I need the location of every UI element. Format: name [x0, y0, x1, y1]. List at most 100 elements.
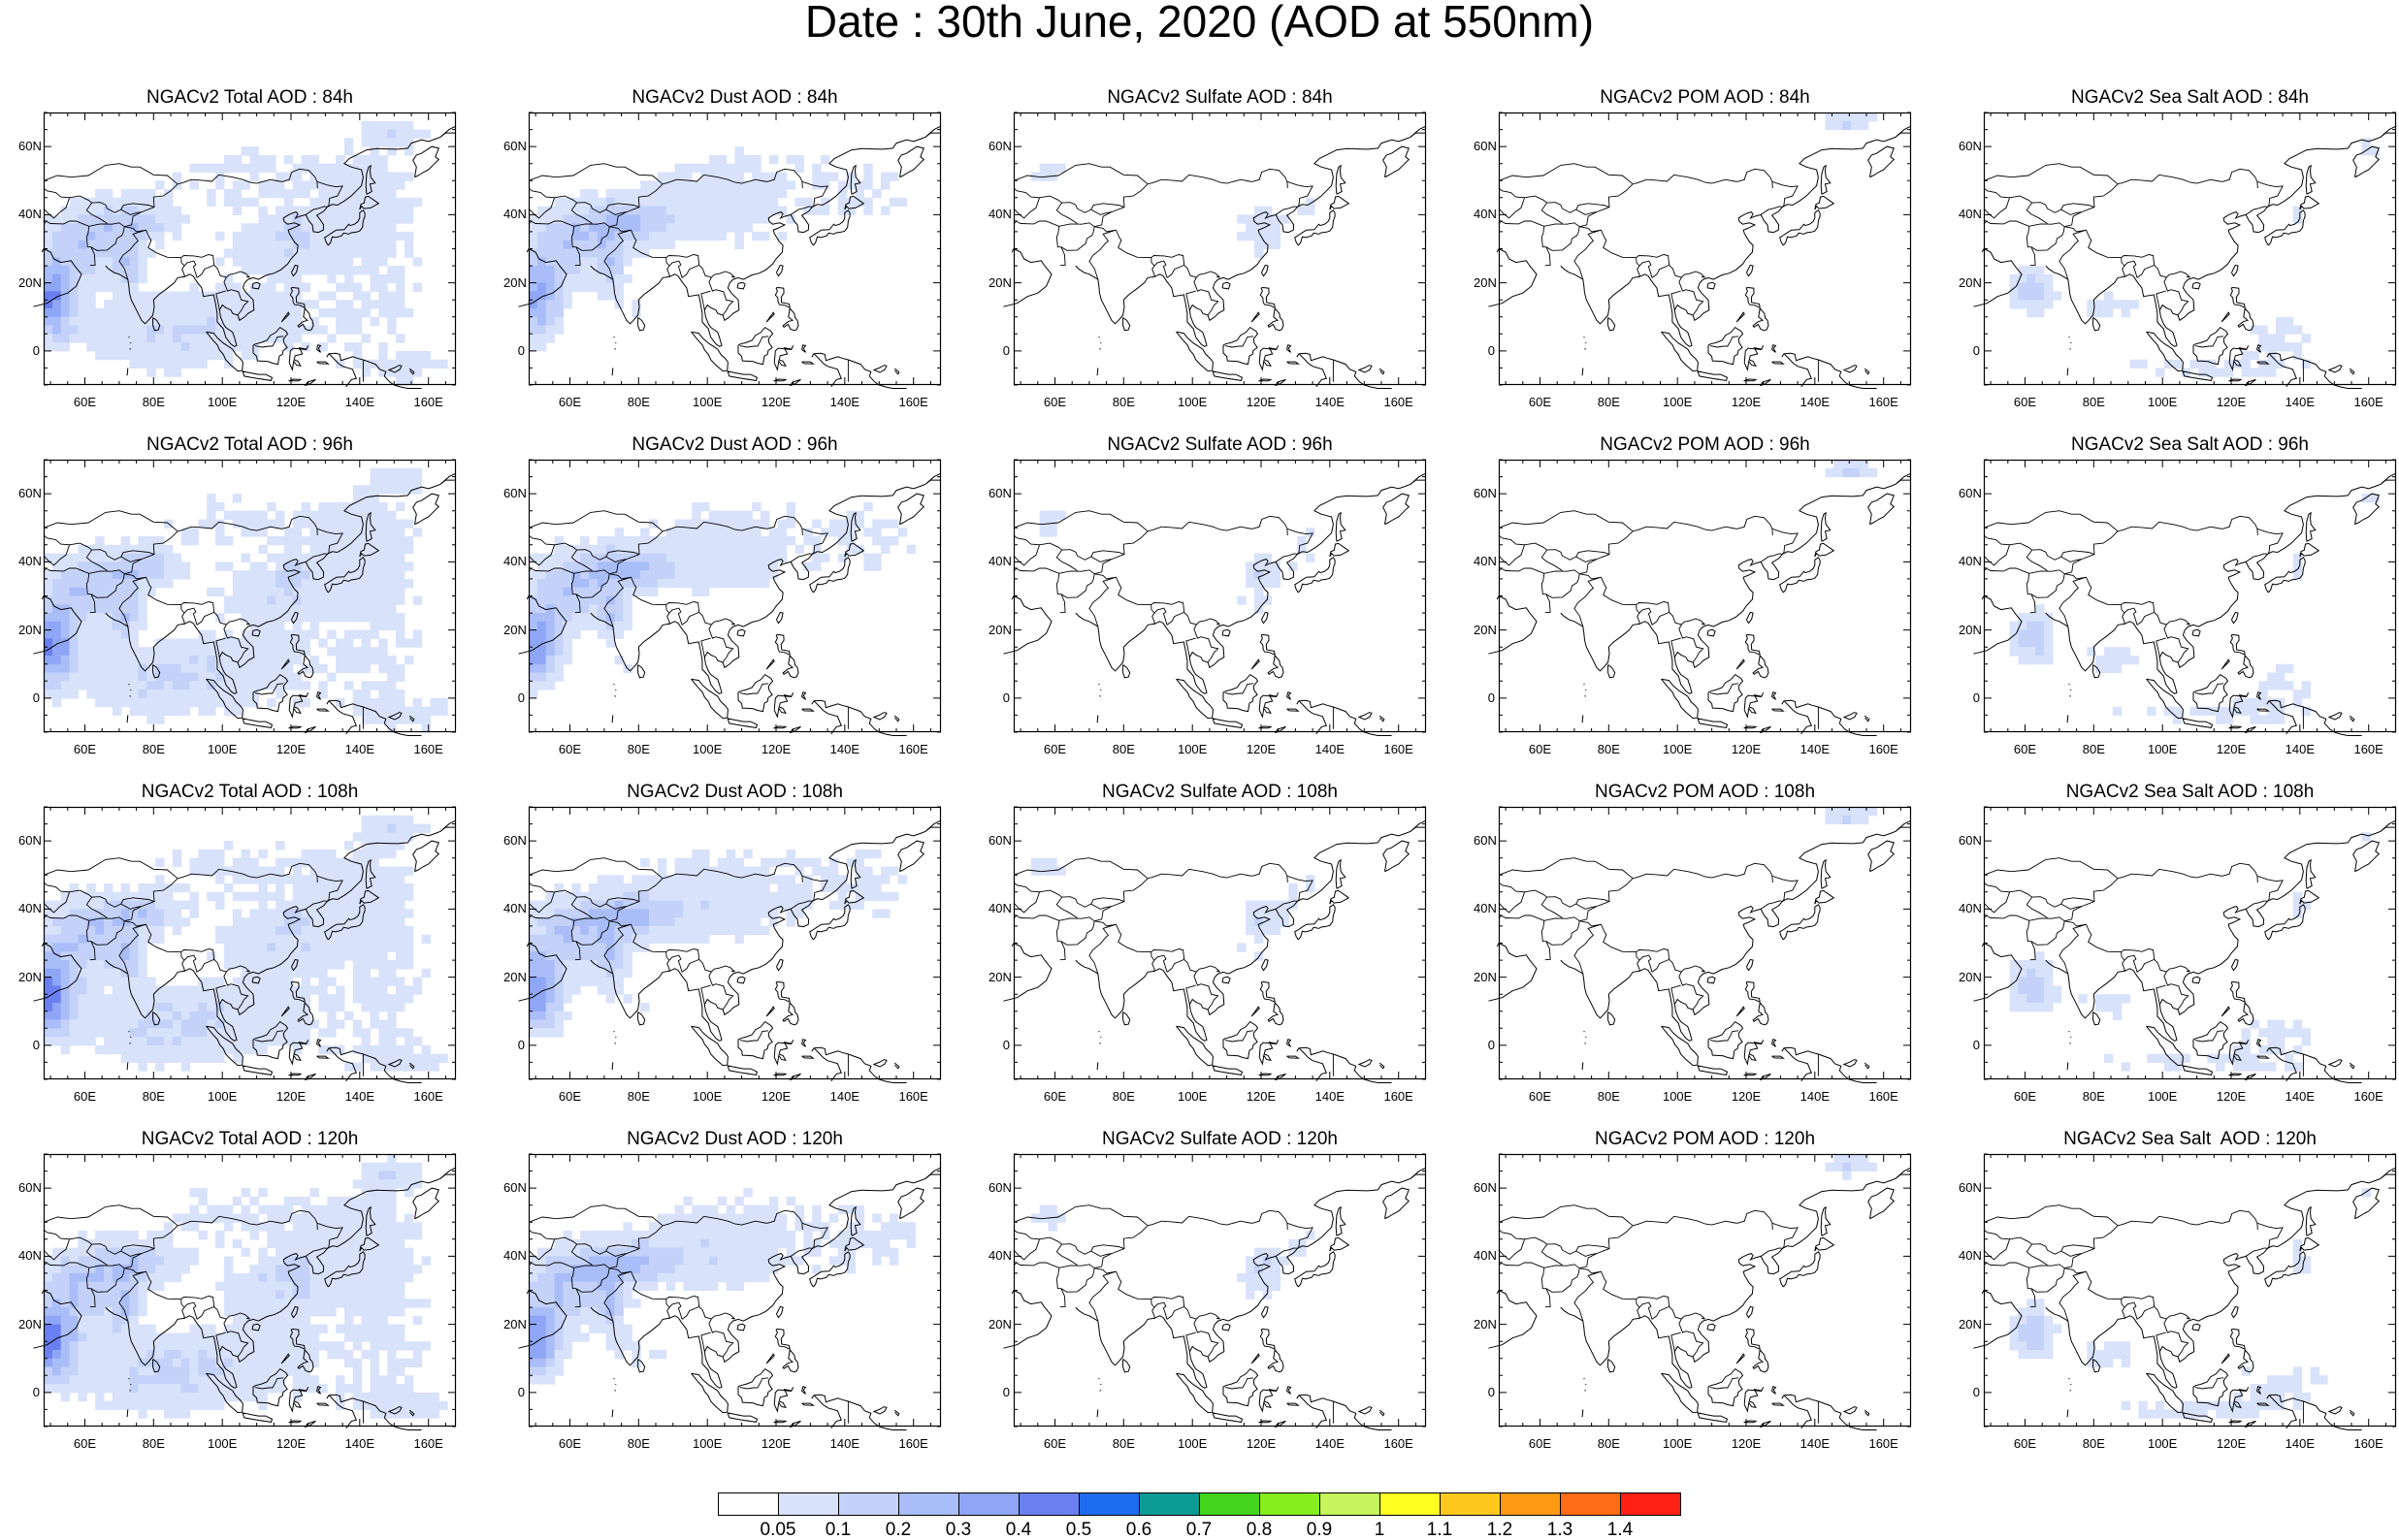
panel-title: NGACv2 POM AOD : 108h — [1594, 782, 1816, 802]
x-tick-label: 60E — [1043, 1436, 1067, 1451]
y-tick-label: 20N — [503, 274, 527, 290]
x-tick-label: 100E — [207, 742, 238, 756]
x-tick-label: 100E — [207, 1089, 238, 1104]
x-tick-label: 100E — [692, 1089, 723, 1104]
colorbar-box — [1620, 1492, 1681, 1516]
colorbar-label: 1.2 — [1486, 1520, 1513, 1540]
y-tick-label: 0 — [1002, 1384, 1010, 1399]
x-tick-label: 60E — [2013, 1089, 2037, 1104]
y-tick-label: 20N — [1474, 1316, 1497, 1331]
country-borders — [528, 857, 849, 1078]
panel-title: NGACv2 Total AOD : 108h — [141, 782, 359, 802]
x-tick-label: 140E — [829, 395, 860, 409]
country-borders — [1983, 163, 2304, 384]
x-tick-label: 80E — [1597, 395, 1620, 409]
coastline — [1488, 819, 1912, 1083]
x-tick-label: 160E — [413, 742, 443, 756]
y-tick-label: 0 — [517, 1384, 525, 1399]
y-tick-label: 60N — [503, 1180, 527, 1196]
x-tick-label: 60E — [558, 742, 582, 756]
y-tick-label: 40N — [1474, 901, 1497, 916]
y-tick-label: 20N — [18, 622, 42, 637]
map-frame — [528, 806, 942, 1080]
y-tick-label: 60N — [503, 486, 527, 501]
x-tick-label: 120E — [1246, 395, 1277, 409]
panel-title: NGACv2 Sulfate AOD : 108h — [1102, 782, 1338, 802]
x-tick-label: 80E — [627, 1436, 650, 1451]
country-borders — [1983, 857, 2304, 1078]
x-tick-label: 120E — [1731, 742, 1762, 756]
map-panel-pom-96h: NGACv2 POM AOD : 96h 60N 40N 20N 0 60E 80E 100E… — [1460, 434, 1945, 756]
country-borders — [1983, 1204, 2304, 1426]
map-panel-pom-108h: NGACv2 POM AOD : 108h 60N 40N 20N 0 60E 80E 100… — [1460, 782, 1945, 1104]
panel-title: NGACv2 Dust AOD : 84h — [632, 87, 838, 108]
y-tick-label: 40N — [1474, 554, 1497, 569]
aod-shading — [1825, 1154, 1878, 1180]
x-tick-label: 120E — [276, 395, 307, 409]
x-tick-label: 160E — [1383, 1436, 1413, 1451]
map-frame — [1013, 112, 1427, 386]
x-tick-label: 100E — [1177, 1089, 1208, 1104]
x-tick-label: 80E — [1597, 1089, 1620, 1104]
x-tick-label: 120E — [2216, 1089, 2247, 1104]
y-tick-label: 0 — [1487, 690, 1495, 705]
aod-map — [1973, 1153, 2397, 1430]
map-frame — [1983, 1153, 2397, 1428]
colorbar-box — [1079, 1492, 1140, 1516]
y-tick-label: 40N — [989, 554, 1012, 569]
colorbar-label: 1.4 — [1606, 1520, 1634, 1540]
x-tick-label: 80E — [1112, 395, 1135, 409]
country-borders — [1498, 510, 1819, 731]
x-tick-label: 140E — [344, 1436, 375, 1451]
colorbar-label: 1 — [1374, 1520, 1385, 1540]
x-tick-label: 100E — [207, 1436, 238, 1451]
x-tick-label: 120E — [276, 1436, 307, 1451]
coastline — [1003, 1167, 1427, 1430]
colorbar-box — [1560, 1492, 1621, 1516]
country-borders — [43, 857, 364, 1078]
y-tick-label: 40N — [1474, 207, 1497, 222]
coastline — [33, 1167, 457, 1430]
aod-map — [1003, 459, 1427, 736]
map-frame — [1013, 1153, 1427, 1428]
colorbar-box — [958, 1492, 1020, 1516]
colorbar-label: 0.4 — [1005, 1520, 1032, 1540]
x-tick-label: 120E — [761, 1089, 792, 1104]
colorbar-label: 0.9 — [1306, 1520, 1333, 1540]
x-tick-label: 140E — [829, 1089, 860, 1104]
aod-map — [1973, 806, 2397, 1083]
map-frame — [1498, 1153, 1912, 1428]
map-panel-total-96h: NGACv2 Total AOD : 96h 60N 40N 20N 0 60E 80E 10… — [5, 434, 490, 756]
coastline — [1973, 472, 2397, 736]
x-tick-label: 60E — [1528, 1436, 1552, 1451]
y-tick-label: 40N — [18, 901, 42, 916]
x-tick-label: 160E — [1868, 742, 1898, 756]
y-tick-label: 20N — [503, 622, 527, 637]
x-tick-label: 140E — [344, 1089, 375, 1104]
aod-shading — [44, 1154, 448, 1419]
axis-ticks — [44, 806, 456, 1080]
y-tick-label: 60N — [18, 1180, 42, 1196]
x-tick-label: 120E — [761, 1436, 792, 1451]
axis-ticks — [1014, 112, 1426, 386]
aod-shading — [1039, 510, 1315, 614]
x-tick-label: 140E — [1799, 742, 1831, 756]
map-panel-dust-120h: NGACv2 Dust AOD : 120h 60N 40N 20N 0 60E 80E 10… — [490, 1129, 975, 1451]
colorbar-box — [1019, 1492, 1080, 1516]
x-tick-label: 80E — [627, 742, 650, 756]
x-tick-label: 80E — [2082, 742, 2105, 756]
x-tick-label: 60E — [2013, 742, 2037, 756]
aod-shading — [1030, 857, 1315, 961]
colorbar-box — [1319, 1492, 1380, 1516]
coastline — [1973, 125, 2397, 389]
aod-shading — [2009, 832, 2371, 1072]
country-borders — [528, 510, 849, 731]
x-tick-label: 100E — [1662, 742, 1693, 756]
y-tick-label: 40N — [1959, 554, 1982, 569]
coastline — [1003, 472, 1427, 736]
axis-ticks — [1499, 1153, 1911, 1428]
x-tick-label: 160E — [1868, 1436, 1898, 1451]
map-area: 60N 40N 20N 0 60E 80E 100E 120E 140E 160E — [18, 806, 457, 1104]
map-panel-sulfate-84h: NGACv2 Sulfate AOD : 84h 60N 40N 20N 0 60E 80E… — [975, 87, 1460, 409]
y-tick-label: 0 — [1002, 342, 1010, 358]
